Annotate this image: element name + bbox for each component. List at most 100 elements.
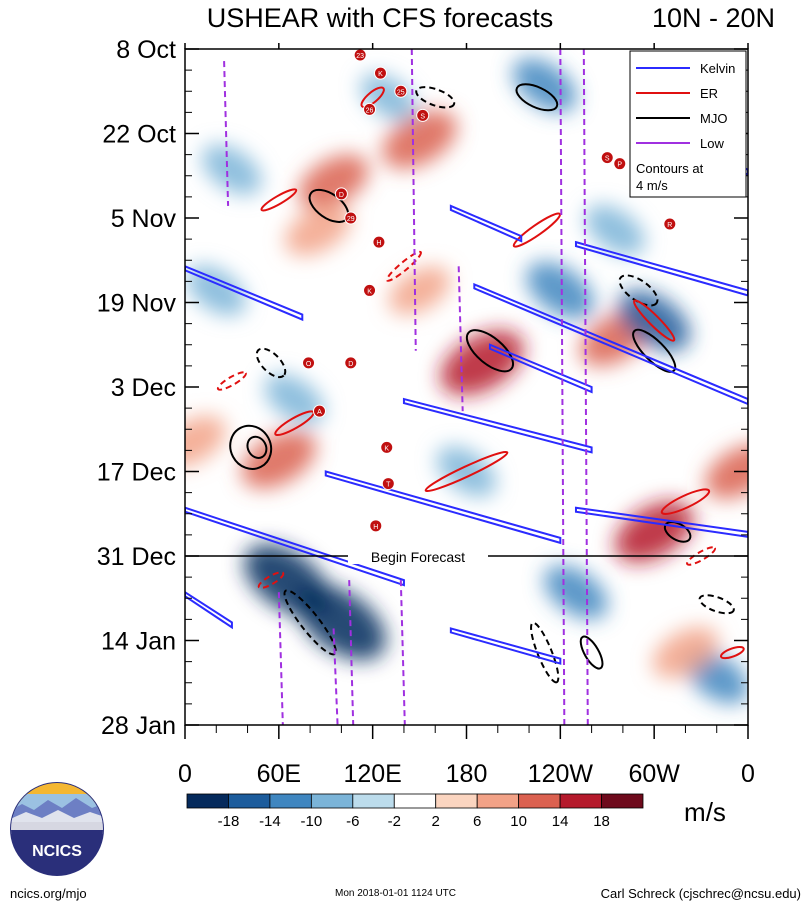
kelvin-contour-6: [402, 397, 593, 454]
tc-marker-8: 29: [344, 211, 358, 225]
footer-url[interactable]: ncics.org/mjo: [10, 886, 87, 901]
colorbar-label: 6: [473, 813, 481, 830]
low-contour-1: [410, 49, 417, 351]
tc-marker-1: K: [373, 66, 387, 80]
legend-label-low: Low: [700, 136, 724, 151]
tc-marker-6: P: [613, 157, 627, 171]
tc-marker-label: T: [386, 482, 391, 489]
colorbar-units: m/s: [684, 797, 726, 827]
chart-title: USHEAR with CFS forecasts: [207, 3, 554, 33]
er-contour-1: [260, 188, 298, 212]
anomaly-blob-23: [585, 204, 645, 256]
anomaly-blob-8: [185, 415, 226, 467]
tc-marker-17: H: [369, 519, 383, 533]
er-contour-9: [257, 571, 285, 589]
kelvin-contour-9: [449, 627, 562, 665]
legend-label-er: ER: [700, 86, 718, 101]
tc-marker-label: K: [367, 288, 372, 295]
mjo-contour-11: [255, 347, 287, 379]
tc-marker-5: S: [600, 151, 614, 165]
anomaly-blob-21: [652, 626, 719, 679]
colorbar-swatch-4: [352, 793, 395, 809]
colorbar-swatch-7: [476, 793, 520, 809]
kelvin-contour-8: [185, 591, 233, 630]
low-contour-0: [223, 61, 230, 206]
tc-marker-label: R: [667, 222, 672, 229]
colorbar-label: 2: [432, 813, 440, 830]
tc-marker-9: H: [372, 235, 386, 249]
colorbar-swatch-3: [310, 793, 354, 809]
x-tick-label: 120W: [528, 760, 594, 788]
kelvin-contour-10: [574, 240, 748, 297]
tc-marker-14: A: [312, 404, 326, 418]
mjo-contour-0: [246, 435, 268, 459]
low-contour-6: [559, 49, 566, 725]
er-contour-4: [424, 450, 509, 493]
tc-marker-label: 29: [347, 216, 355, 223]
y-tick-label: 31 Dec: [97, 543, 176, 571]
tc-marker-3: 26: [363, 102, 377, 116]
colorbar-label: -18: [218, 813, 240, 830]
mjo-contour-1: [229, 424, 273, 470]
tc-marker-label: S: [420, 113, 425, 120]
y-tick-label: 19 Nov: [97, 290, 177, 318]
x-tick-label: 60E: [257, 760, 301, 788]
colorbar-swatch-1: [228, 793, 271, 809]
anomaly-blob-0: [382, 110, 457, 169]
tc-marker-label: A: [317, 409, 322, 416]
er-contour-2: [360, 86, 385, 109]
anomaly-blob-18: [544, 565, 608, 620]
anomaly-blob-3: [241, 430, 317, 489]
mjo-contour-9: [618, 274, 659, 307]
y-tick-label: 28 Jan: [101, 712, 176, 740]
y-tick-label: 8 Oct: [116, 36, 176, 64]
anomaly-blob-9: [388, 266, 451, 315]
legend-note-line1: Contours at: [636, 161, 704, 176]
tc-marker-0: 23: [353, 48, 367, 62]
low-contour-2: [457, 266, 464, 412]
kelvin-contour-2: [473, 282, 748, 406]
x-tick-label: 0: [741, 760, 755, 788]
region-label: 10N - 20N: [652, 3, 775, 33]
logo-landscape: [11, 783, 103, 875]
er-contour-8: [385, 250, 422, 282]
x-tick-label: 0: [178, 760, 192, 788]
anomaly-blob-2: [298, 154, 369, 210]
colorbar: -18 -14 -10 -6 -2 2 6 10 14 18: [186, 793, 644, 830]
low-contour-8: [332, 628, 339, 725]
tc-marker-13: D: [344, 356, 358, 370]
tc-marker-label: K: [384, 445, 389, 452]
er-contour-5: [660, 488, 711, 515]
anomaly-blob-14: [244, 544, 330, 616]
mjo-contour-10: [415, 86, 456, 109]
tc-marker-label: D: [348, 361, 353, 368]
colorbar-label: 18: [593, 813, 610, 830]
colorbar-swatch-5: [393, 793, 437, 809]
low-contour-4: [348, 580, 355, 725]
er-contour-7: [216, 371, 247, 391]
colorbar-label: -14: [259, 813, 281, 830]
tc-marker-label: O: [306, 361, 312, 368]
footer-timestamp: Mon 2018-01-01 1124 UTC: [335, 888, 456, 899]
legend-note-line2: 4 m/s: [636, 178, 668, 193]
colorbar-swatch-6: [435, 793, 478, 809]
colorbar-swatch-10: [601, 793, 644, 809]
colorbar-swatch-0: [186, 793, 229, 809]
legend: Contours at 4 m/s Kelvin ER MJO Low: [629, 50, 747, 198]
anomaly-blob-12: [526, 261, 595, 320]
er-contour-11: [720, 646, 745, 660]
x-tick-label: 60W: [628, 760, 680, 788]
y-tick-label: 22 Oct: [102, 121, 176, 149]
mjo-contour-4: [515, 83, 559, 112]
mjo-contour-12: [698, 594, 735, 615]
anomaly-blob-7: [285, 204, 351, 256]
forecast-label: Begin Forecast: [371, 549, 465, 565]
logo-text: NCICS: [32, 843, 82, 860]
colorbar-swatch-9: [559, 793, 602, 809]
forecast-label-bg: [348, 548, 488, 564]
y-tick-label: 14 Jan: [101, 628, 176, 656]
y-tick-label: 17 Dec: [97, 459, 176, 487]
colorbar-swatch-2: [269, 793, 312, 809]
